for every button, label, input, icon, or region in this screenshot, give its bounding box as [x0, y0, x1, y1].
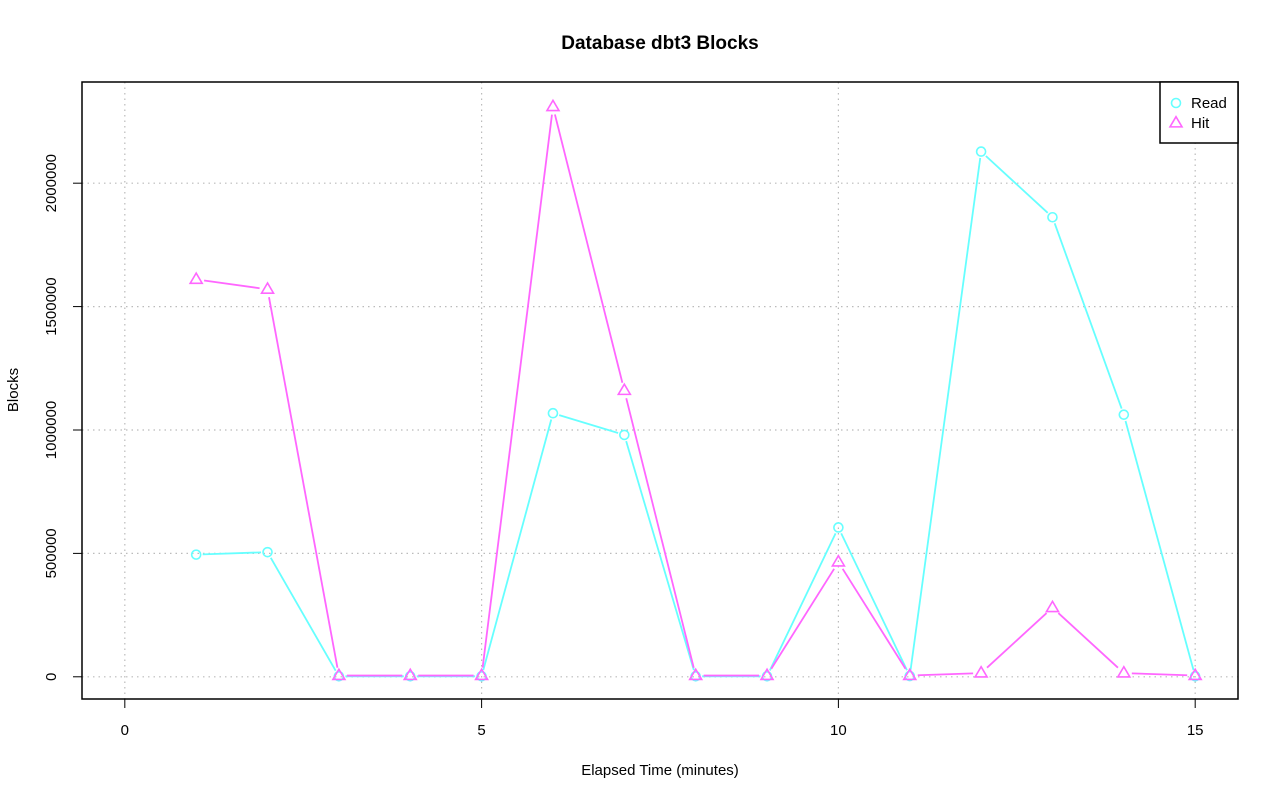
data-point-hit [260, 281, 275, 294]
legend-marker-read [1170, 97, 1182, 109]
x-tick-label: 15 [1187, 722, 1204, 739]
data-point-hit [1116, 665, 1132, 678]
grid [82, 82, 1238, 699]
series-hit [188, 98, 1203, 681]
x-axis-label: Elapsed Time (minutes) [581, 762, 739, 779]
series-line-segment [917, 672, 974, 677]
series-line-segment [202, 551, 262, 556]
x-tick-label: 0 [121, 722, 129, 739]
data-point-read [619, 429, 630, 441]
data-point-hit [545, 98, 561, 112]
y-tick-label: 0 [43, 673, 60, 681]
series-line-segment [1053, 223, 1123, 409]
series-line-segment [1057, 612, 1119, 669]
series-line-segment [482, 419, 553, 671]
series-line-segment [268, 297, 339, 668]
data-point-read [262, 546, 273, 558]
legend: Read Hit [1159, 81, 1239, 144]
data-point-hit [1045, 599, 1060, 613]
x-tick-label: 5 [477, 722, 485, 739]
data-point-hit [402, 667, 418, 681]
series-line-segment [558, 414, 619, 434]
series-line-segment [841, 568, 907, 670]
data-point-hit [759, 667, 775, 681]
series-line-segment [840, 532, 908, 671]
data-point-hit [188, 271, 204, 285]
series-line-segment [769, 532, 837, 671]
series-line-segment [481, 114, 553, 668]
series-line-segment [986, 612, 1048, 669]
series-line-segment [625, 440, 695, 671]
data-point-hit [902, 667, 918, 681]
series-line-segment [985, 155, 1049, 214]
data-point-hit [331, 667, 347, 681]
y-tick-label: 500000 [43, 528, 60, 578]
data-point-hit [474, 667, 490, 681]
legend-box [1159, 81, 1239, 144]
y-axis-label: Blocks [5, 368, 22, 412]
data-point-hit [1187, 667, 1203, 681]
y-tick-label: 2000000 [43, 154, 60, 212]
data-point-read [547, 407, 559, 419]
series-line-segment [203, 279, 260, 290]
series-read [190, 146, 1201, 682]
x-tick-label: 10 [830, 722, 847, 739]
data-point-read [190, 549, 202, 560]
series-line-segment [909, 157, 982, 670]
series-line-segment [1131, 672, 1188, 677]
series-line-segment [1124, 420, 1195, 671]
y-tick-label: 1500000 [43, 277, 60, 335]
legend-label-read: Read [1191, 95, 1227, 112]
series-line-segment [625, 398, 695, 669]
data-point-hit [688, 667, 704, 681]
data-point-read [1047, 211, 1058, 223]
legend-marker-hit [1168, 115, 1184, 128]
series-line-segment [554, 114, 624, 383]
data-point-hit [973, 665, 989, 678]
plot-frame [81, 81, 1239, 700]
x-axis: 0 5 10 15 [121, 698, 1204, 739]
series-line-segment [770, 568, 835, 670]
legend-label-hit: Hit [1191, 115, 1210, 132]
chart-title: Database dbt3 Blocks [561, 33, 758, 54]
data-point-hit [616, 382, 632, 396]
series-line-segment [269, 557, 337, 672]
y-tick-label: 1000000 [43, 401, 60, 459]
y-axis: 0 500000 1000000 1500000 2000000 [43, 154, 83, 681]
data-point-read [833, 522, 844, 533]
data-point-read [1118, 409, 1130, 420]
plot-series [188, 98, 1203, 682]
data-point-read [975, 146, 987, 157]
data-point-hit [830, 554, 846, 567]
